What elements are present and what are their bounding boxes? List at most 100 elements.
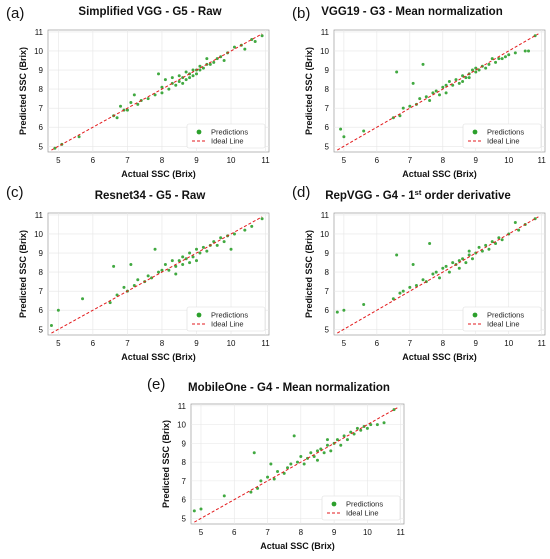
x-tick-label: 6: [91, 339, 96, 348]
y-tick-label: 11: [321, 211, 330, 220]
prediction-point: [474, 66, 478, 70]
prediction-point: [335, 310, 339, 314]
legend-label-predictions: Predictions: [487, 128, 524, 137]
prediction-point: [194, 259, 198, 263]
prediction-point: [243, 47, 247, 51]
x-tick-label: 8: [160, 339, 165, 348]
prediction-point: [345, 438, 349, 442]
prediction-point: [487, 62, 491, 66]
prediction-point: [325, 438, 329, 442]
prediction-point: [474, 70, 478, 74]
prediction-point: [256, 486, 260, 490]
prediction-point: [146, 274, 150, 278]
y-tick-label: 6: [325, 306, 330, 315]
prediction-point: [170, 76, 174, 80]
prediction-point: [208, 62, 212, 66]
prediction-point: [434, 270, 438, 274]
x-tick-label: 6: [375, 156, 380, 165]
ideal-line: [51, 33, 263, 151]
prediction-point: [212, 60, 216, 64]
prediction-point: [266, 475, 270, 479]
x-tick-label: 10: [504, 339, 513, 348]
prediction-point: [191, 74, 195, 78]
x-tick-label: 11: [538, 156, 547, 165]
prediction-point: [490, 240, 494, 244]
y-tick-label: 9: [325, 66, 330, 75]
prediction-point: [414, 283, 418, 287]
x-tick-label: 7: [265, 528, 270, 537]
prediction-point: [395, 70, 399, 74]
prediction-point: [391, 297, 395, 301]
y-tick-label: 9: [39, 66, 44, 75]
legend: [462, 306, 542, 332]
y-tick-label: 5: [325, 325, 330, 334]
panel-title: Resnet34 - G5 - Raw: [95, 190, 206, 202]
prediction-point: [339, 127, 343, 131]
y-tick-label: 5: [182, 514, 187, 523]
prediction-point: [355, 426, 359, 430]
prediction-point: [132, 283, 136, 287]
prediction-point: [81, 297, 85, 301]
prediction-point: [444, 264, 448, 268]
prediction-point: [490, 57, 494, 61]
prediction-point: [112, 264, 116, 268]
y-tick-label: 8: [39, 268, 44, 277]
prediction-point: [250, 224, 254, 228]
prediction-point: [319, 447, 323, 451]
x-tick-label: 10: [504, 156, 513, 165]
x-tick-label: 5: [199, 528, 204, 537]
prediction-point: [146, 97, 150, 101]
prediction-point: [487, 247, 491, 251]
prediction-point: [500, 57, 504, 61]
y-tick-label: 6: [325, 123, 330, 132]
y-tick-label: 5: [39, 142, 44, 151]
prediction-point: [157, 270, 160, 274]
prediction-point: [191, 68, 195, 72]
prediction-point: [205, 57, 209, 61]
prediction-point: [329, 449, 333, 453]
y-tick-label: 11: [178, 402, 187, 411]
prediction-point: [395, 253, 399, 257]
legend: [186, 306, 266, 332]
prediction-point: [467, 76, 471, 80]
prediction-point: [108, 301, 112, 305]
prediction-point: [444, 83, 448, 87]
prediction-point: [163, 78, 167, 82]
prediction-point: [249, 490, 253, 494]
ideal-line: [337, 33, 539, 151]
prediction-point: [434, 89, 438, 93]
prediction-point: [447, 79, 451, 83]
prediction-point: [188, 261, 192, 265]
ideal-line: [337, 216, 539, 334]
prediction-point: [467, 249, 471, 253]
prediction-point: [339, 443, 343, 447]
panel-letter: (b): [292, 5, 310, 22]
title-main: MobileOne - G4 - Mean normalization: [188, 382, 390, 394]
x-tick-label: 8: [441, 156, 446, 165]
prediction-point: [431, 91, 435, 95]
panel-d: (d) RepVGG - G4 - 1st order derivative 5 6 7…: [292, 184, 546, 362]
y-tick-label: 9: [39, 249, 44, 258]
prediction-point: [125, 108, 129, 112]
prediction-point: [136, 102, 140, 106]
y-axis-label: Predicted SSC (Brix): [18, 47, 28, 135]
y-tick-label: 8: [39, 85, 44, 94]
prediction-point: [269, 462, 273, 466]
x-tick-label: 8: [441, 339, 446, 348]
panel-letter: (a): [6, 5, 24, 22]
prediction-point: [191, 255, 195, 259]
x-tick-label: 8: [160, 156, 165, 165]
prediction-point: [292, 434, 296, 438]
x-tick-label: 6: [91, 156, 96, 165]
prediction-point: [222, 240, 226, 244]
prediction-point: [177, 79, 181, 83]
prediction-point: [299, 455, 303, 458]
prediction-point: [315, 458, 319, 462]
prediction-point: [153, 93, 157, 97]
x-axis-label: Actual SSC (Brix): [260, 541, 335, 551]
prediction-point: [421, 278, 425, 282]
legend-label-predictions: Predictions: [487, 311, 524, 320]
y-tick-label: 8: [325, 268, 330, 277]
prediction-point: [312, 455, 316, 458]
prediction-point: [201, 66, 205, 70]
